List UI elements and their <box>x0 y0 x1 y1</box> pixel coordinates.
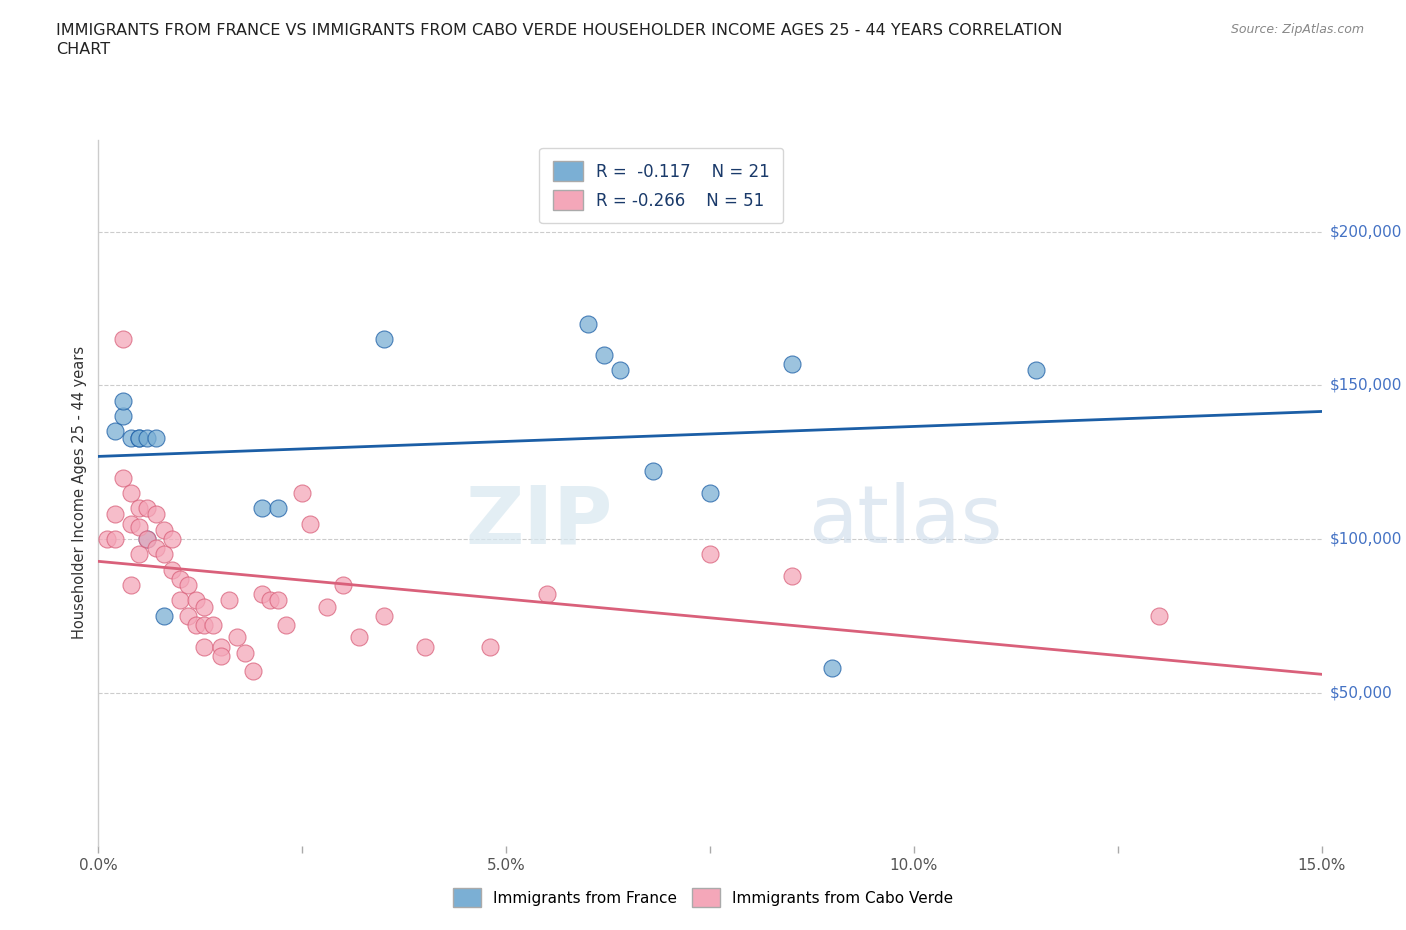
Y-axis label: Householder Income Ages 25 - 44 years: Householder Income Ages 25 - 44 years <box>72 346 87 640</box>
Point <box>250 501 273 516</box>
Point <box>478 639 501 654</box>
Legend: Immigrants from France, Immigrants from Cabo Verde: Immigrants from France, Immigrants from … <box>447 883 959 913</box>
Point <box>821 660 844 675</box>
Point <box>136 431 159 445</box>
Point <box>193 639 215 654</box>
Point <box>136 532 159 547</box>
Point <box>699 485 721 500</box>
Point <box>332 578 354 592</box>
Point <box>177 578 200 592</box>
Point <box>218 593 240 608</box>
Point <box>145 540 167 555</box>
Point <box>111 408 134 423</box>
Point <box>349 630 371 644</box>
Point <box>780 568 803 583</box>
Point <box>609 363 631 378</box>
Point <box>186 593 208 608</box>
Text: Source: ZipAtlas.com: Source: ZipAtlas.com <box>1230 23 1364 36</box>
Point <box>111 470 134 485</box>
Point <box>152 547 174 562</box>
Text: IMMIGRANTS FROM FRANCE VS IMMIGRANTS FROM CABO VERDE HOUSEHOLDER INCOME AGES 25 : IMMIGRANTS FROM FRANCE VS IMMIGRANTS FRO… <box>56 23 1063 38</box>
Text: $200,000: $200,000 <box>1330 224 1402 239</box>
Point <box>136 532 159 547</box>
Point <box>536 587 558 602</box>
Text: $50,000: $50,000 <box>1330 685 1393 700</box>
Point <box>299 516 322 531</box>
Point <box>128 431 150 445</box>
Point <box>120 431 142 445</box>
Point <box>193 618 215 632</box>
Point <box>104 424 127 439</box>
Point <box>209 648 232 663</box>
Point <box>160 532 183 547</box>
Point <box>120 485 142 500</box>
Point <box>226 630 249 644</box>
Point <box>780 356 803 371</box>
Point <box>104 507 127 522</box>
Point <box>145 431 167 445</box>
Text: ZIP: ZIP <box>465 482 612 560</box>
Point <box>120 516 142 531</box>
Point <box>209 639 232 654</box>
Point <box>169 572 191 587</box>
Point <box>1147 608 1170 623</box>
Point <box>250 587 273 602</box>
Point <box>169 593 191 608</box>
Point <box>593 347 616 362</box>
Point <box>699 547 721 562</box>
Text: CHART: CHART <box>56 42 110 57</box>
Point <box>128 431 150 445</box>
Point <box>193 599 215 614</box>
Point <box>128 547 150 562</box>
Point <box>136 501 159 516</box>
Point <box>177 608 200 623</box>
Point <box>1025 363 1047 378</box>
Point <box>152 608 174 623</box>
Point <box>267 593 290 608</box>
Point <box>201 618 224 632</box>
Point <box>111 332 134 347</box>
Point <box>576 316 599 331</box>
Point <box>373 608 395 623</box>
Point <box>274 618 297 632</box>
Point <box>233 645 256 660</box>
Point <box>152 523 174 538</box>
Point <box>186 618 208 632</box>
Point <box>242 664 264 679</box>
Point <box>145 507 167 522</box>
Text: $100,000: $100,000 <box>1330 532 1402 547</box>
Legend: R =  -0.117    N = 21, R = -0.266    N = 51: R = -0.117 N = 21, R = -0.266 N = 51 <box>540 148 783 223</box>
Point <box>160 563 183 578</box>
Point <box>315 599 337 614</box>
Text: atlas: atlas <box>808 482 1002 560</box>
Point <box>259 593 281 608</box>
Point <box>413 639 436 654</box>
Point <box>104 532 127 547</box>
Point <box>267 501 290 516</box>
Point <box>128 519 150 534</box>
Point <box>111 393 134 408</box>
Point <box>120 578 142 592</box>
Point <box>96 532 118 547</box>
Point <box>373 332 395 347</box>
Point <box>641 464 664 479</box>
Point <box>128 501 150 516</box>
Point <box>291 485 314 500</box>
Text: $150,000: $150,000 <box>1330 378 1402 392</box>
